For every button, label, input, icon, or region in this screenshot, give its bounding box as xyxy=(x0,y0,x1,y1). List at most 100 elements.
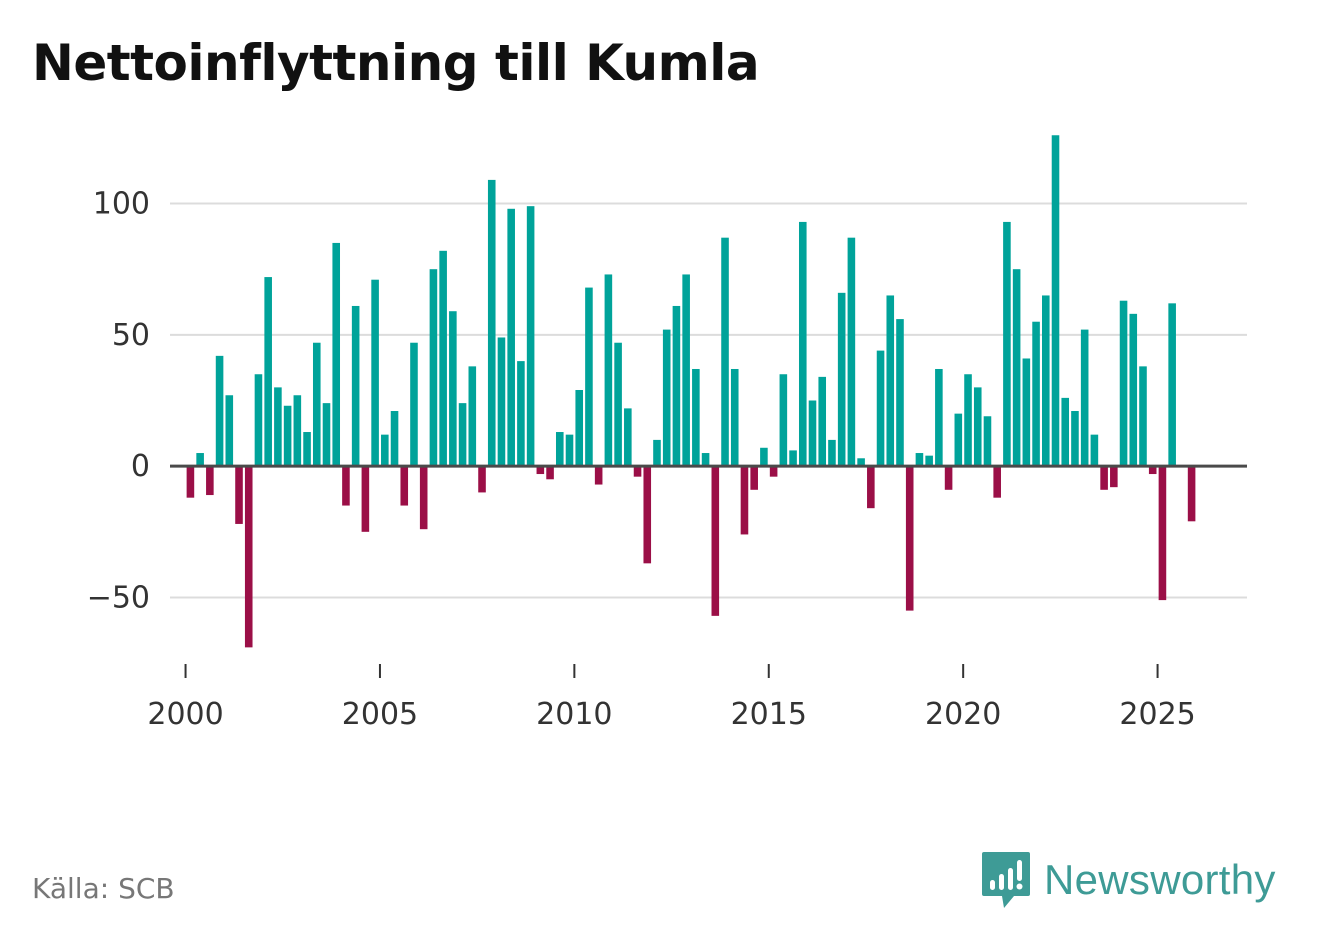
brand-name: Newsworthy xyxy=(1044,856,1276,903)
bar xyxy=(798,221,807,467)
y-tick-label: 100 xyxy=(93,187,150,222)
bar xyxy=(633,466,642,477)
bar xyxy=(468,366,477,467)
bar xyxy=(1148,466,1157,475)
bar xyxy=(604,274,613,467)
y-tick-label: −50 xyxy=(87,580,150,615)
bar xyxy=(1051,135,1060,467)
source-note: Källa: SCB xyxy=(32,872,175,905)
bar xyxy=(789,450,797,467)
bar xyxy=(711,466,720,616)
bar xyxy=(837,292,846,467)
bar xyxy=(896,319,904,467)
bar xyxy=(206,466,214,496)
bar xyxy=(730,368,739,467)
x-tick-label: 2015 xyxy=(731,697,807,732)
bar xyxy=(536,466,545,475)
bar xyxy=(867,466,875,509)
bar xyxy=(410,342,418,467)
bar xyxy=(750,466,758,490)
bar xyxy=(1129,313,1138,467)
bar xyxy=(925,455,933,467)
x-tick-label: 2025 xyxy=(1119,697,1195,732)
bar xyxy=(1071,411,1079,467)
bar xyxy=(225,395,234,467)
bar xyxy=(1012,269,1021,467)
bar xyxy=(400,466,409,506)
bar xyxy=(215,355,224,467)
bar xyxy=(1158,466,1167,601)
bar xyxy=(283,405,292,467)
bar xyxy=(361,466,370,532)
bar xyxy=(935,368,943,467)
bar xyxy=(1119,300,1128,467)
bar xyxy=(293,395,302,467)
bar xyxy=(390,411,399,467)
chart-title: Nettoinflyttning till Kumla xyxy=(32,34,760,92)
x-tick-label: 2010 xyxy=(536,697,612,732)
bar xyxy=(779,374,788,467)
bar xyxy=(594,466,603,485)
bars xyxy=(186,135,1196,648)
bar xyxy=(274,387,282,467)
bar xyxy=(818,376,827,467)
bar xyxy=(653,439,661,467)
bar xyxy=(769,466,778,477)
x-tick-label: 2000 xyxy=(147,697,223,732)
y-tick-label: 0 xyxy=(131,449,150,484)
bar xyxy=(905,466,914,611)
x-tick-label: 2020 xyxy=(925,697,1001,732)
bar xyxy=(419,466,428,530)
newsworthy-logo-icon xyxy=(982,852,1030,908)
bar xyxy=(808,400,817,467)
x-axis-ticks: 2000 2005 2010 2015 2020 2025 xyxy=(147,664,1196,732)
bar xyxy=(458,403,467,467)
bar xyxy=(235,466,243,524)
brand-logo: Newsworthy xyxy=(980,850,1276,910)
bar xyxy=(1080,329,1089,467)
bar xyxy=(526,206,535,467)
bar xyxy=(1110,466,1118,488)
bar xyxy=(1042,295,1050,467)
bar xyxy=(1090,434,1099,467)
y-tick-label: 50 xyxy=(112,318,150,353)
bar xyxy=(624,408,632,467)
bar xyxy=(662,329,671,467)
bar xyxy=(429,269,438,467)
bar xyxy=(517,361,525,467)
bar xyxy=(1003,221,1011,467)
bar xyxy=(546,466,554,480)
bar xyxy=(1187,466,1196,522)
bar xyxy=(322,403,331,467)
bar xyxy=(701,453,710,467)
bar xyxy=(244,466,253,648)
bar xyxy=(973,387,982,467)
bar xyxy=(760,447,768,467)
bar xyxy=(740,466,749,535)
bar xyxy=(478,466,486,493)
bar xyxy=(1100,466,1108,490)
bar xyxy=(643,466,652,564)
bar xyxy=(828,439,836,467)
bar xyxy=(371,279,379,467)
bar xyxy=(439,250,447,467)
bar xyxy=(944,466,953,490)
x-tick-label: 2005 xyxy=(342,697,418,732)
bar xyxy=(449,311,457,467)
bar xyxy=(672,305,681,467)
bar xyxy=(721,237,729,467)
bar xyxy=(507,208,515,467)
bar xyxy=(575,390,584,467)
bar xyxy=(555,432,564,467)
bar xyxy=(682,274,690,467)
bar xyxy=(585,287,593,467)
bar xyxy=(351,305,360,467)
bar xyxy=(954,413,963,467)
bar xyxy=(186,466,195,498)
bar xyxy=(264,277,272,467)
bar xyxy=(915,453,924,467)
bar xyxy=(993,466,1001,498)
bar xyxy=(332,242,341,467)
bar xyxy=(342,466,350,506)
